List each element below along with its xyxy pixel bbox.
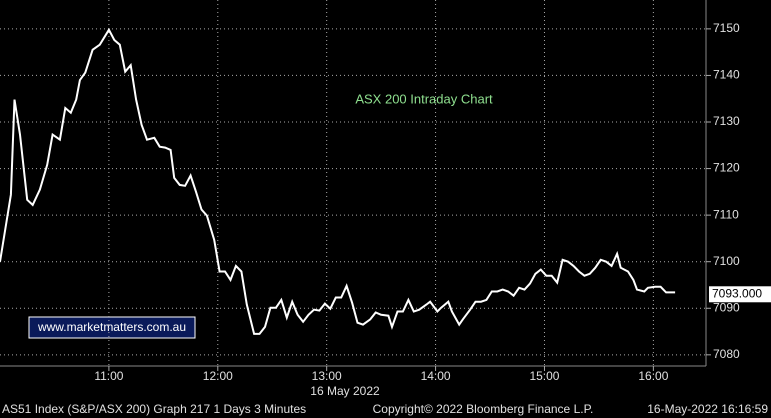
y-tick-label: 7130 [713,114,740,128]
y-tick-label: 7110 [713,207,739,221]
footer-left: AS51 Index (S&P/ASX 200) Graph 217 1 Day… [2,402,306,416]
watermark-box [28,316,196,339]
x-tick-label: 11:00 [94,369,123,383]
x-tick-label: 16:00 [638,369,668,383]
watermark: www.marketmatters.com.au [37,320,186,334]
x-tick-label: 14:00 [421,369,451,383]
last-value-box [709,286,771,303]
y-tick-label: 7150 [713,21,740,35]
price-line [0,27,676,335]
footer-center: Copyright© 2022 Bloomberg Finance L.P. [373,402,594,416]
footer-right: 16-May-2022 16:16:59 [647,402,768,416]
y-tick-label: 7140 [713,68,740,82]
y-tick-label: 7090 [713,300,740,314]
x-axis-label: 16 May 2022 [310,384,380,398]
x-tick-label: 15:00 [529,369,559,383]
x-tick-label: 13:00 [312,369,342,383]
x-tick-label: 12:00 [203,369,233,383]
y-tick-label: 7120 [713,161,740,175]
last-value-label: 7093.000 [712,286,762,300]
y-tick-label: 7100 [713,254,740,268]
y-tick-label: 7080 [713,347,740,361]
chart-title: ASX 200 Intraday Chart [355,91,493,106]
